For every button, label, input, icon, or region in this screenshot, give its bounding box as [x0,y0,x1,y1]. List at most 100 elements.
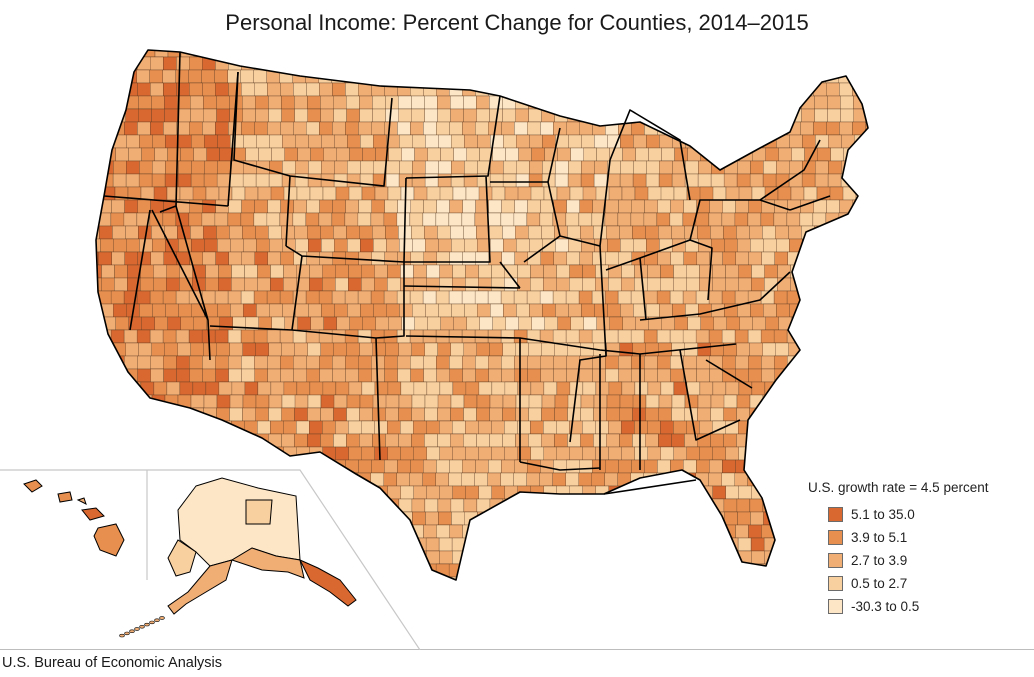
county-cell [632,95,646,110]
county-cell [411,498,426,513]
county-cell [852,459,866,474]
county-cell [215,368,229,383]
county-cell [813,121,827,136]
county-cell [335,550,349,565]
county-cell [478,264,492,279]
hawaii-island [76,497,87,505]
county-cell [570,50,585,58]
county-cell [605,368,619,383]
source-credit: U.S. Bureau of Economic Analysis [2,655,223,671]
county-cell [202,368,216,383]
county-cell [101,485,115,500]
county-cell [840,95,854,110]
county-cell [527,82,541,97]
county-cell [529,511,543,526]
county-cell [643,329,658,344]
county-cell [229,394,244,409]
county-cell [284,147,298,162]
county-cell [96,394,101,409]
county-cell [604,563,632,578]
county-cell [374,550,388,565]
county-cell [843,316,857,331]
county-cell [490,537,505,552]
county-cell [96,212,99,227]
county-cell [96,160,101,175]
county-cell [114,277,128,292]
county-cell [605,82,619,97]
county-cell [605,355,619,370]
county-cell [346,108,360,123]
county-cell [671,433,685,448]
county-cell [398,394,413,409]
county-cell [372,225,386,240]
county-cell [490,576,517,580]
county-cell [853,394,868,409]
county-cell [166,420,180,435]
county-cell [803,420,817,435]
county-cell [357,290,372,305]
county-cell [152,134,166,149]
county-cell [790,186,805,201]
county-cell [98,56,112,71]
county-cell [297,50,312,58]
county-cell [593,498,608,513]
county-cell [477,576,491,580]
county-cell [411,95,425,110]
county-cell [826,355,853,370]
county-cell [632,225,646,240]
county-cell [151,433,165,448]
county-cell [409,212,424,227]
county-cell [111,251,125,266]
county-cell [422,290,437,305]
county-cell [206,147,220,162]
county-cell [449,121,463,136]
county-cell [167,147,181,162]
county-cell [474,69,501,84]
county-cell [424,498,439,513]
county-cell [491,277,505,292]
county-cell [464,537,479,552]
county-cell [502,173,517,188]
county-cell [397,524,411,539]
county-cell [349,316,363,331]
county-cell [475,56,489,71]
legend-title: U.S. growth rate = 4.5 percent [808,480,989,495]
county-cell [816,420,830,435]
county-cell [851,290,866,305]
county-cell [398,433,412,448]
county-cell [788,394,803,409]
county-cell [581,576,595,580]
county-cell [242,394,257,409]
county-cell [853,225,867,240]
county-cell [307,225,321,240]
county-cell [97,563,112,578]
county-cell [751,550,765,565]
county-cell [827,108,841,123]
county-cell [399,576,413,580]
county-cell [375,50,390,58]
county-cell [542,160,556,175]
county-cell [191,160,205,175]
county-cell [244,186,259,201]
county-cell [604,212,619,227]
county-cell [865,199,868,214]
county-cell [138,407,152,422]
county-cell [384,199,398,214]
county-cell [385,225,399,240]
county-cell [336,316,350,331]
county-cell [294,342,308,357]
county-cell [112,433,126,448]
county-cell [777,485,791,500]
county-cell [449,524,463,539]
county-cell [856,147,868,162]
county-cell [673,277,687,292]
county-cell [621,186,636,201]
county-cell [99,498,114,513]
county-cell [528,342,542,357]
county-cell [621,485,635,500]
county-cell [748,251,762,266]
county-cell [645,95,672,110]
county-cell [254,82,268,97]
county-cell [153,277,167,292]
county-cell [814,394,829,409]
